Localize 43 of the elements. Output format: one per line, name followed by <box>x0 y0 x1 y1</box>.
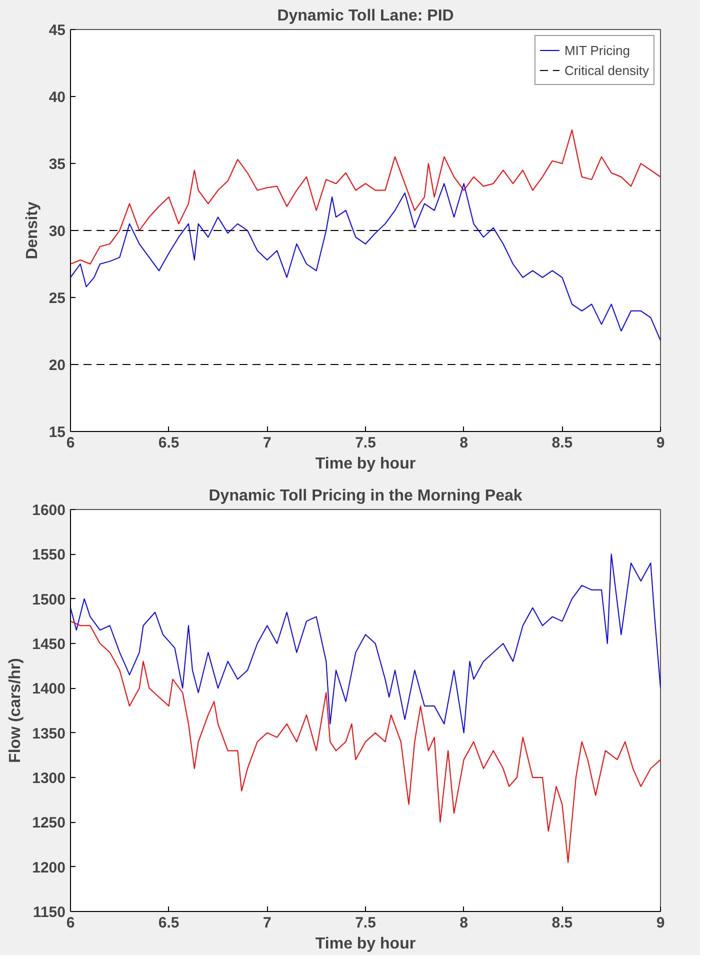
y-tick-label: 1450 <box>32 636 66 653</box>
y-tick-label: 1150 <box>32 904 66 921</box>
chart-title: Dynamic Toll Pricing in the Morning Peak <box>208 488 522 504</box>
x-tick-label: 7.5 <box>355 434 376 452</box>
x-tick-label: 8 <box>460 434 468 452</box>
x-tick-label: 9 <box>656 434 665 452</box>
y-tick-label: 1350 <box>32 725 66 742</box>
y-tick-label: 30 <box>48 223 66 240</box>
y-tick-label: 35 <box>48 156 66 173</box>
x-tick-label: 8.5 <box>552 914 573 932</box>
line-series <box>70 620 660 863</box>
y-tick-label: 45 <box>48 22 66 39</box>
x-axis-title: Time by hour <box>315 456 416 472</box>
x-tick-label: 8.5 <box>552 434 573 452</box>
line-series <box>70 554 660 734</box>
chart-title: Dynamic Toll Lane: PID <box>277 8 454 24</box>
x-tick-label: 7.5 <box>355 914 376 932</box>
x-tick-label: 6 <box>66 434 75 452</box>
x-tick-label: 6.5 <box>158 434 180 452</box>
x-tick-label: 8 <box>460 914 468 932</box>
y-tick-label: 1400 <box>32 680 66 698</box>
y-tick-label: 1250 <box>32 814 66 832</box>
y-axis-title: Density <box>24 202 41 260</box>
x-tick-label: 7 <box>262 914 272 932</box>
y-tick-label: 20 <box>48 357 66 374</box>
y-axis-title: Flow (cars/hr) <box>7 658 24 763</box>
x-axis-title: Time by hour <box>315 936 416 952</box>
y-tick-label: 1500 <box>32 591 66 608</box>
y-tick-label: 1200 <box>32 859 66 876</box>
legend-label: Critical density <box>564 62 649 78</box>
x-tick-label: 6 <box>66 914 75 932</box>
y-tick-label: 15 <box>48 424 66 441</box>
line-series <box>70 183 660 341</box>
x-tick-label: 7 <box>262 434 272 452</box>
x-tick-label: 9 <box>656 914 665 932</box>
y-tick-label: 25 <box>48 290 66 307</box>
x-tick-label: 6.5 <box>158 914 180 932</box>
line-series <box>70 130 660 264</box>
y-tick-label: 40 <box>48 89 66 106</box>
y-tick-label: 1550 <box>32 546 66 564</box>
y-tick-label: 1600 <box>32 502 66 519</box>
y-tick-label: 1300 <box>32 770 66 787</box>
legend-label: MIT Pricing <box>564 42 630 58</box>
